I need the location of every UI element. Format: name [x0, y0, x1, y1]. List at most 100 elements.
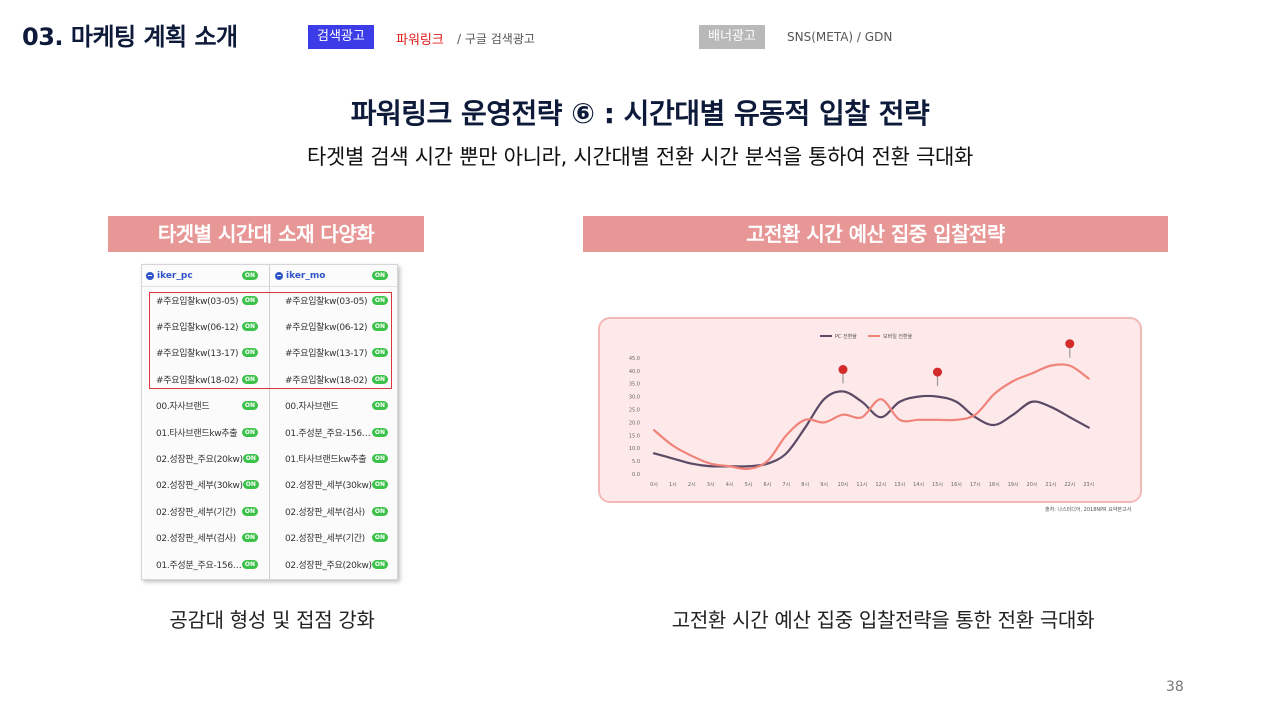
- on-toggle[interactable]: ON: [241, 322, 258, 332]
- on-toggle[interactable]: ON: [242, 480, 259, 490]
- page-number: 38: [1166, 679, 1184, 695]
- x-tick-label: 14시: [913, 482, 924, 488]
- keyword-group-name: 01.타사브랜드kw추출: [156, 428, 238, 439]
- keyword-group-row[interactable]: 01.타사브랜드kw추출 ON: [142, 419, 269, 445]
- keyword-group-row[interactable]: 02.성장판_세부(검사) ON: [271, 498, 397, 524]
- on-toggle[interactable]: ON: [371, 533, 388, 543]
- on-toggle[interactable]: ON: [241, 401, 258, 411]
- keyword-group-name: 02.성장판_세부(30kw): [156, 481, 243, 492]
- keyword-group-name: 02.성장판_세부(30kw): [285, 481, 372, 492]
- left-section-header: 타겟별 시간대 소재 다양화: [108, 216, 424, 252]
- section-title: 03. 마케팅 계획 소개: [22, 23, 238, 51]
- right-caption: 고전환 시간 예산 집중 입찰전략을 통한 전환 극대화: [671, 608, 1095, 632]
- keyword-group-row[interactable]: #주요입찰kw(18-02) ON: [142, 366, 269, 392]
- banner-ad-tag: 배너광고: [699, 25, 765, 49]
- y-tick-label: 5.0: [632, 459, 640, 465]
- keyword-group-name: #주요입찰kw(18-02): [156, 375, 239, 386]
- keyword-group-name: #주요입찰kw(06-12): [156, 323, 239, 334]
- sns-gdn-label: SNS(META) / GDN: [787, 30, 893, 44]
- on-toggle[interactable]: ON: [241, 427, 258, 437]
- on-toggle[interactable]: ON: [242, 454, 259, 464]
- x-tick-label: 10시: [838, 482, 849, 488]
- keyword-group-row[interactable]: #주요입찰kw(13-17) ON: [271, 340, 397, 366]
- x-tick-label: 5시: [745, 482, 753, 488]
- x-tick-label: 9시: [820, 482, 828, 488]
- legend-label: PC 전환율: [835, 333, 857, 340]
- y-tick-label: 30.0: [629, 395, 640, 401]
- keyword-group-row[interactable]: 02.성장판_세부(검사) ON: [142, 525, 269, 551]
- on-toggle[interactable]: ON: [371, 559, 388, 569]
- x-tick-label: 23시: [1083, 482, 1094, 488]
- keyword-group-row[interactable]: 00.자사브랜드 ON: [271, 393, 397, 419]
- x-tick-label: 21시: [1045, 482, 1056, 488]
- y-tick-label: 10.0: [629, 446, 640, 452]
- keyword-group-name: 02.성장판_세부(기간): [156, 507, 236, 518]
- campaign-column-mo: iker_mo ON #주요입찰kw(03-05) ON #주요입찰kw(06-12…: [271, 265, 397, 579]
- on-toggle[interactable]: ON: [241, 559, 258, 569]
- keyword-group-row[interactable]: #주요입찰kw(06-12) ON: [271, 313, 397, 339]
- campaign-header: iker_mo ON: [271, 265, 397, 287]
- keyword-group-row[interactable]: 01.타사브랜드kw추출 ON: [271, 445, 397, 471]
- keyword-group-row[interactable]: #주요입찰kw(06-12) ON: [142, 313, 269, 339]
- keyword-group-row[interactable]: 01.주성분_주요-156… ON: [142, 551, 269, 577]
- keyword-group-row[interactable]: 01.주성분_주요-156… ON: [271, 419, 397, 445]
- keyword-group-name: 02.성장판_주요(20kw): [285, 560, 372, 571]
- on-toggle[interactable]: ON: [241, 374, 258, 384]
- keyword-group-row[interactable]: 00.자사브랜드 ON: [142, 393, 269, 419]
- y-tick-label: 35.0: [629, 382, 640, 388]
- on-toggle[interactable]: ON: [371, 454, 388, 464]
- on-toggle[interactable]: ON: [241, 348, 258, 358]
- keyword-group-row[interactable]: 02.성장판_세부(30kw) ON: [271, 472, 397, 498]
- y-tick-label: 15.0: [629, 433, 640, 439]
- keyword-group-name: #주요입찰kw(18-02): [285, 375, 368, 386]
- keyword-group-name: 01.주성분_주요-156…: [285, 428, 371, 439]
- on-toggle[interactable]: ON: [371, 506, 388, 516]
- x-tick-label: 15시: [932, 482, 943, 488]
- on-toggle[interactable]: ON: [371, 374, 388, 384]
- campaign-column-pc: iker_pc ON #주요입찰kw(03-05) ON #주요입찰kw(06-12…: [142, 265, 270, 579]
- keyword-group-name: 01.주성분_주요-156…: [156, 560, 242, 571]
- series-line-1: [652, 363, 1090, 471]
- right-section-header: 고전환 시간 예산 집중 입찰전략: [583, 216, 1168, 252]
- search-ad-tag: 검색광고: [308, 25, 374, 49]
- keyword-group-row[interactable]: 02.성장판_주요(20kw) ON: [142, 445, 269, 471]
- keyword-group-name: 01.타사브랜드kw추출: [285, 455, 367, 466]
- on-toggle[interactable]: ON: [241, 271, 258, 280]
- keyword-group-name: 02.성장판_세부(검사): [285, 507, 365, 518]
- source-note: 출처: 나스미디어, 2018NPR 요약본고서: [1045, 507, 1132, 513]
- on-toggle[interactable]: ON: [371, 401, 388, 411]
- keyword-group-row[interactable]: 02.성장판_세부(30kw) ON: [142, 472, 269, 498]
- keyword-group-row[interactable]: 02.성장판_주요(20kw) ON: [271, 551, 397, 577]
- keyword-group-row[interactable]: #주요입찰kw(03-05) ON: [142, 287, 269, 313]
- x-tick-label: 6시: [764, 482, 772, 488]
- on-toggle[interactable]: ON: [241, 506, 258, 516]
- y-tick-label: 45.0: [629, 356, 640, 362]
- on-toggle[interactable]: ON: [371, 480, 388, 490]
- keyword-group-row[interactable]: 02.성장판_세부(기간) ON: [142, 498, 269, 524]
- keyword-group-name: #주요입찰kw(13-17): [156, 349, 239, 360]
- x-tick-label: 20시: [1027, 482, 1038, 488]
- keyword-group-row[interactable]: #주요입찰kw(13-17) ON: [142, 340, 269, 366]
- on-toggle[interactable]: ON: [371, 427, 388, 437]
- collapse-icon: [275, 271, 283, 280]
- x-tick-label: 17시: [970, 482, 981, 488]
- on-toggle[interactable]: ON: [241, 295, 258, 305]
- x-tick-label: 16시: [951, 482, 962, 488]
- on-toggle[interactable]: ON: [371, 271, 388, 280]
- on-toggle[interactable]: ON: [371, 348, 388, 358]
- y-tick-label: 25.0: [629, 408, 640, 414]
- keyword-group-name: 00.자사브랜드: [156, 402, 210, 413]
- keyword-group-row[interactable]: 02.성장판_세부(기간) ON: [271, 525, 397, 551]
- keyword-group-name: #주요입찰kw(03-05): [156, 296, 239, 307]
- keyword-group-row[interactable]: #주요입찰kw(03-05) ON: [271, 287, 397, 313]
- x-tick-label: 12시: [875, 482, 886, 488]
- series-line-0: [652, 390, 1090, 468]
- slide-title: 파워링크 운영전략 ⑥ : 시간대별 유동적 입찰 전략: [350, 97, 930, 130]
- keyword-group-name: 02.성장판_세부(검사): [156, 534, 236, 545]
- keyword-group-row[interactable]: #주요입찰kw(18-02) ON: [271, 366, 397, 392]
- on-toggle[interactable]: ON: [371, 295, 388, 305]
- on-toggle[interactable]: ON: [241, 533, 258, 543]
- x-tick-label: 2시: [688, 482, 696, 488]
- on-toggle[interactable]: ON: [371, 322, 388, 332]
- campaign-name: iker_pc: [157, 270, 193, 281]
